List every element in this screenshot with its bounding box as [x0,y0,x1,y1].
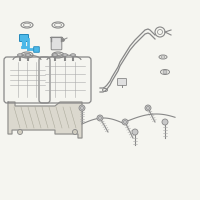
Circle shape [18,130,22,134]
Ellipse shape [52,54,58,56]
Ellipse shape [26,54,30,56]
Polygon shape [8,102,82,138]
Circle shape [163,70,167,74]
Ellipse shape [62,54,68,56]
FancyBboxPatch shape [118,78,127,86]
FancyBboxPatch shape [51,37,62,50]
Circle shape [62,38,64,42]
Circle shape [79,105,85,111]
Ellipse shape [70,54,76,56]
FancyBboxPatch shape [34,47,39,52]
Circle shape [72,130,78,134]
FancyBboxPatch shape [20,34,29,42]
Ellipse shape [18,54,22,56]
Circle shape [122,119,128,125]
Circle shape [162,119,168,125]
Circle shape [132,129,138,135]
Circle shape [145,105,151,111]
Circle shape [97,115,103,121]
